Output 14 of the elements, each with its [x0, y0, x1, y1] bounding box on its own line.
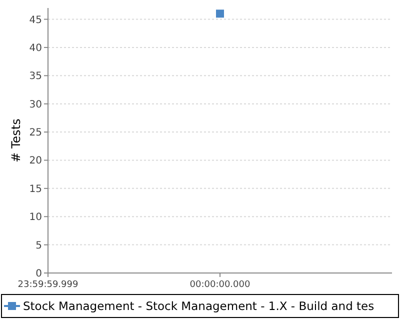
y-tick-label: 40	[29, 42, 42, 54]
y-tick-label: 15	[29, 184, 42, 195]
y-tick-label: 20	[29, 156, 42, 167]
x-tick-label: 00:00:00.000	[190, 280, 250, 290]
y-tick-label: 35	[29, 71, 42, 82]
y-axis-title: # Tests	[9, 118, 23, 162]
y-tick-label: 30	[29, 99, 42, 110]
x-tick-label: 23:59:59.999	[18, 280, 78, 290]
y-tick-label: 45	[29, 14, 42, 26]
y-tick-label: 5	[36, 240, 42, 252]
y-tick-label: 10	[29, 212, 42, 224]
legend-label: Stock Management - Stock Management - 1.X - Build and tes	[23, 299, 374, 314]
y-tick-label: 25	[29, 128, 42, 139]
y-tick-label: 0	[36, 268, 42, 280]
